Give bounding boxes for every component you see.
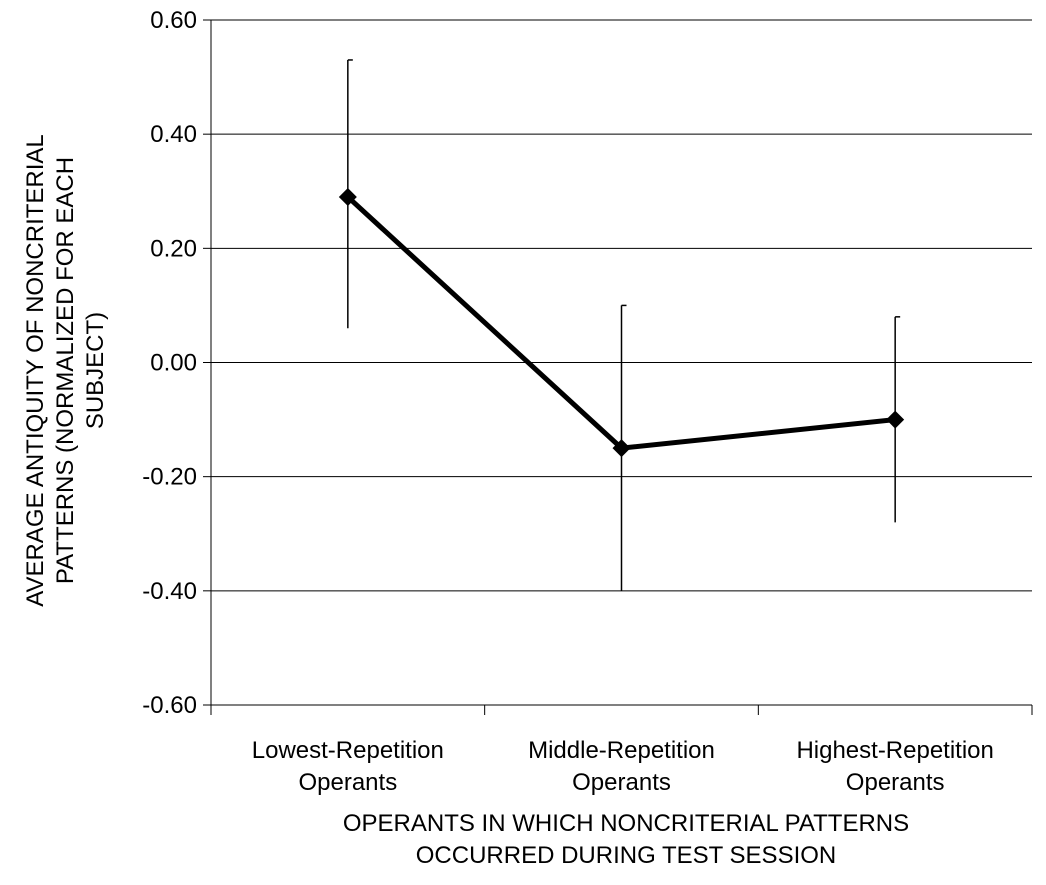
y-tick-label: 0.00 — [150, 350, 197, 377]
y-tick-label: 0.20 — [150, 235, 197, 262]
y-tick-label: 0.40 — [150, 121, 197, 148]
error-bars — [347, 59, 901, 591]
y-tick-label: -0.40 — [142, 578, 197, 605]
y-tick-labels: 0.60 0.40 0.20 0.00 -0.20 -0.40 -0.60 — [142, 7, 197, 719]
x-tick-label: Middle-Repetition Operants — [528, 737, 715, 796]
data-point — [612, 439, 631, 458]
x-tick-label: Lowest-Repetition Operants — [252, 737, 444, 796]
x-tick-labels: Lowest-Repetition Operants Middle-Repetiti… — [252, 737, 994, 796]
y-axis-title: AVERAGE ANTIQUITY OF NONCRITERIAL PATTERN… — [22, 134, 109, 607]
y-axis — [203, 19, 212, 706]
data-markers — [338, 187, 905, 458]
data-point — [338, 187, 357, 206]
y-tick-label: -0.60 — [142, 692, 197, 719]
x-axis-title: OPERANTS IN WHICH NONCRITERIAL PATTERNS O… — [343, 810, 909, 869]
x-axis — [210, 704, 1033, 715]
y-tick-label: 0.60 — [150, 7, 197, 34]
y-tick-label: -0.20 — [142, 464, 197, 491]
data-point — [886, 410, 905, 429]
x-tick-label: Highest-Repetition Operants — [796, 737, 993, 796]
